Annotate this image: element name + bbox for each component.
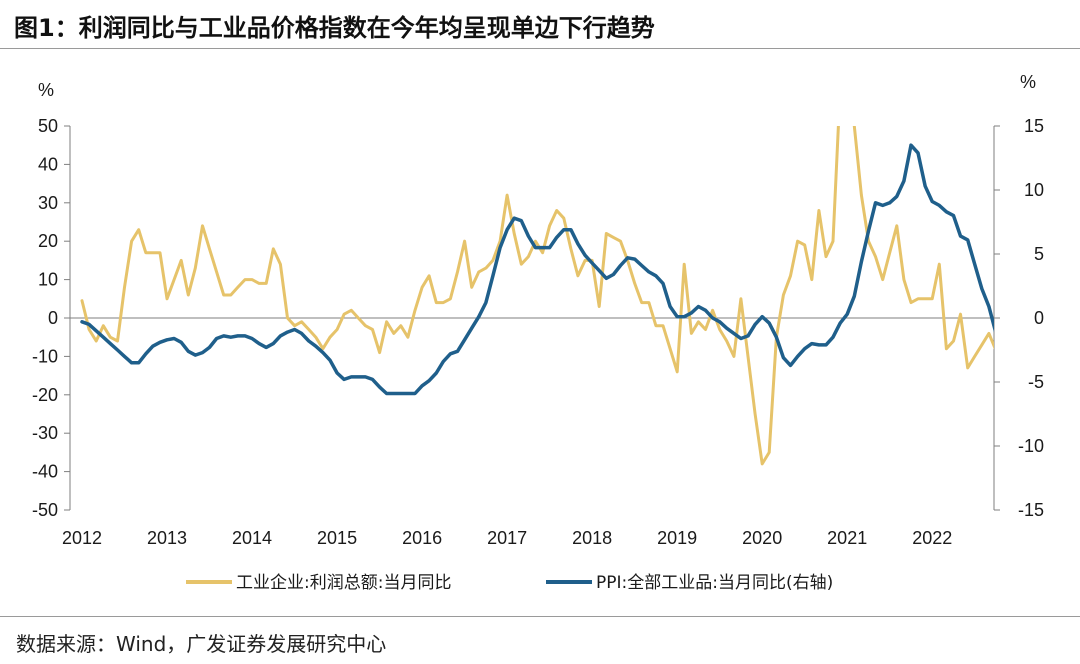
left-tick-label: 50 <box>38 116 58 136</box>
x-tick-label: 2014 <box>232 528 272 548</box>
left-tick-label: 10 <box>38 270 58 290</box>
right-axis-ticks: 15 10 5 0 -5 -10 -15 <box>994 116 1044 520</box>
plot-frame <box>69 126 995 510</box>
left-tick-label: -20 <box>32 385 58 405</box>
left-tick-label: 30 <box>38 193 58 213</box>
right-tick-label: -5 <box>1028 372 1044 392</box>
x-tick-label: 2017 <box>487 528 527 548</box>
left-tick-label: 40 <box>38 154 58 174</box>
title-divider <box>0 48 1080 49</box>
page-title: 图1：利润同比与工业品价格指数在今年均呈现单边下行趋势 <box>14 14 655 42</box>
right-tick-label: 15 <box>1024 116 1044 136</box>
x-tick-label: 2016 <box>402 528 442 548</box>
series-lines <box>80 126 994 466</box>
x-axis-ticks: 2012 2013 2014 2015 2016 2017 2018 2019 2020 2021… <box>62 528 952 548</box>
x-tick-label: 2018 <box>572 528 612 548</box>
left-tick-label: -50 <box>32 500 58 520</box>
right-tick-label: 0 <box>1034 308 1044 328</box>
left-tick-label: -10 <box>32 346 58 366</box>
legend-label-profit: 工业企业:利润总额:当月同比 <box>236 573 451 593</box>
footer-divider <box>0 616 1080 617</box>
x-tick-label: 2013 <box>147 528 187 548</box>
x-tick-label: 2020 <box>742 528 782 548</box>
legend: 工业企业:利润总额:当月同比 PPI:全部工业品:当月同比(右轴) <box>186 573 833 593</box>
right-tick-label: -10 <box>1018 436 1044 456</box>
right-tick-label: 5 <box>1034 244 1044 264</box>
right-axis-unit: % <box>1020 72 1036 92</box>
x-tick-label: 2019 <box>657 528 697 548</box>
x-tick-label: 2022 <box>912 528 952 548</box>
left-tick-label: -40 <box>32 462 58 482</box>
left-tick-label: 20 <box>38 231 58 251</box>
x-tick-label: 2021 <box>827 528 867 548</box>
data-source-note: 数据来源：Wind，广发证券发展研究中心 <box>16 632 387 656</box>
right-tick-label: -15 <box>1018 500 1044 520</box>
left-tick-label: 0 <box>48 308 58 328</box>
x-tick-label: 2012 <box>62 528 102 548</box>
legend-label-ppi: PPI:全部工业品:当月同比(右轴) <box>596 573 833 593</box>
x-tick-label: 2015 <box>317 528 357 548</box>
left-tick-label: -30 <box>32 423 58 443</box>
ppi-yoy-line <box>80 143 994 396</box>
left-axis-ticks: 50 40 30 20 10 0 -10 -20 -30 -40 -50 <box>32 116 70 520</box>
left-axis-unit: % <box>38 80 54 100</box>
right-tick-label: 10 <box>1024 180 1044 200</box>
